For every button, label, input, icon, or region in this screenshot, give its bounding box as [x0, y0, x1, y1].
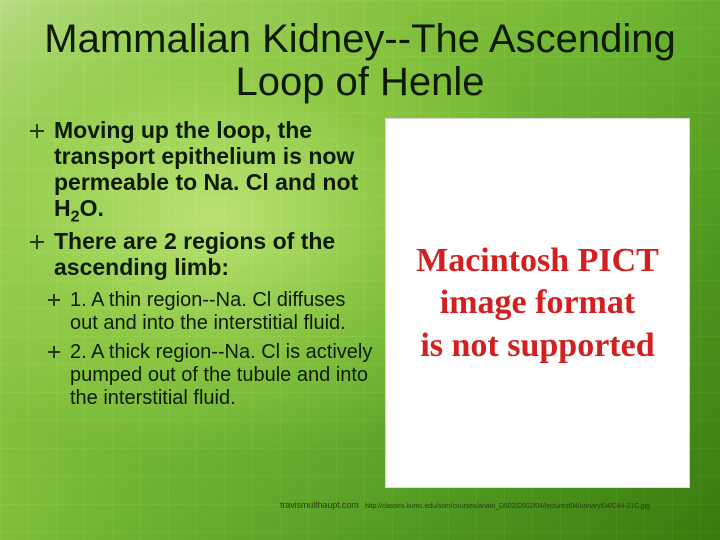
- slide-title: Mammalian Kidney--The Ascending Loop of …: [30, 18, 690, 104]
- sub-bullet-item: 2. A thick region--Na. Cl is actively pu…: [30, 341, 375, 410]
- placeholder-line: image format: [440, 284, 635, 321]
- image-placeholder-text: Macintosh PICT image format is not suppo…: [416, 240, 659, 368]
- top-bullet-list: Moving up the loop, the transport epithe…: [30, 118, 375, 280]
- credit-author: travismulthaupt.com: [280, 500, 359, 510]
- placeholder-line: Macintosh PICT: [416, 242, 659, 279]
- sub-bullet-item: 1. A thin region--Na. Cl diffuses out an…: [30, 289, 375, 335]
- bullet-item: There are 2 regions of the ascending lim…: [30, 229, 375, 281]
- placeholder-line: is not supported: [420, 327, 654, 364]
- credit-url: http://classes.kumc.edu/som/courses/anat…: [365, 503, 650, 510]
- slide-container: Mammalian Kidney--The Ascending Loop of …: [0, 0, 720, 540]
- text-column: Moving up the loop, the transport epithe…: [30, 118, 375, 415]
- sub-bullet-list: 1. A thin region--Na. Cl diffuses out an…: [30, 289, 375, 410]
- body-row: Moving up the loop, the transport epithe…: [30, 118, 690, 488]
- image-placeholder-panel: Macintosh PICT image format is not suppo…: [385, 118, 690, 488]
- credit-bar: travismulthaupt.com http://classes.kumc.…: [280, 500, 690, 510]
- bullet-item: Moving up the loop, the transport epithe…: [30, 118, 375, 225]
